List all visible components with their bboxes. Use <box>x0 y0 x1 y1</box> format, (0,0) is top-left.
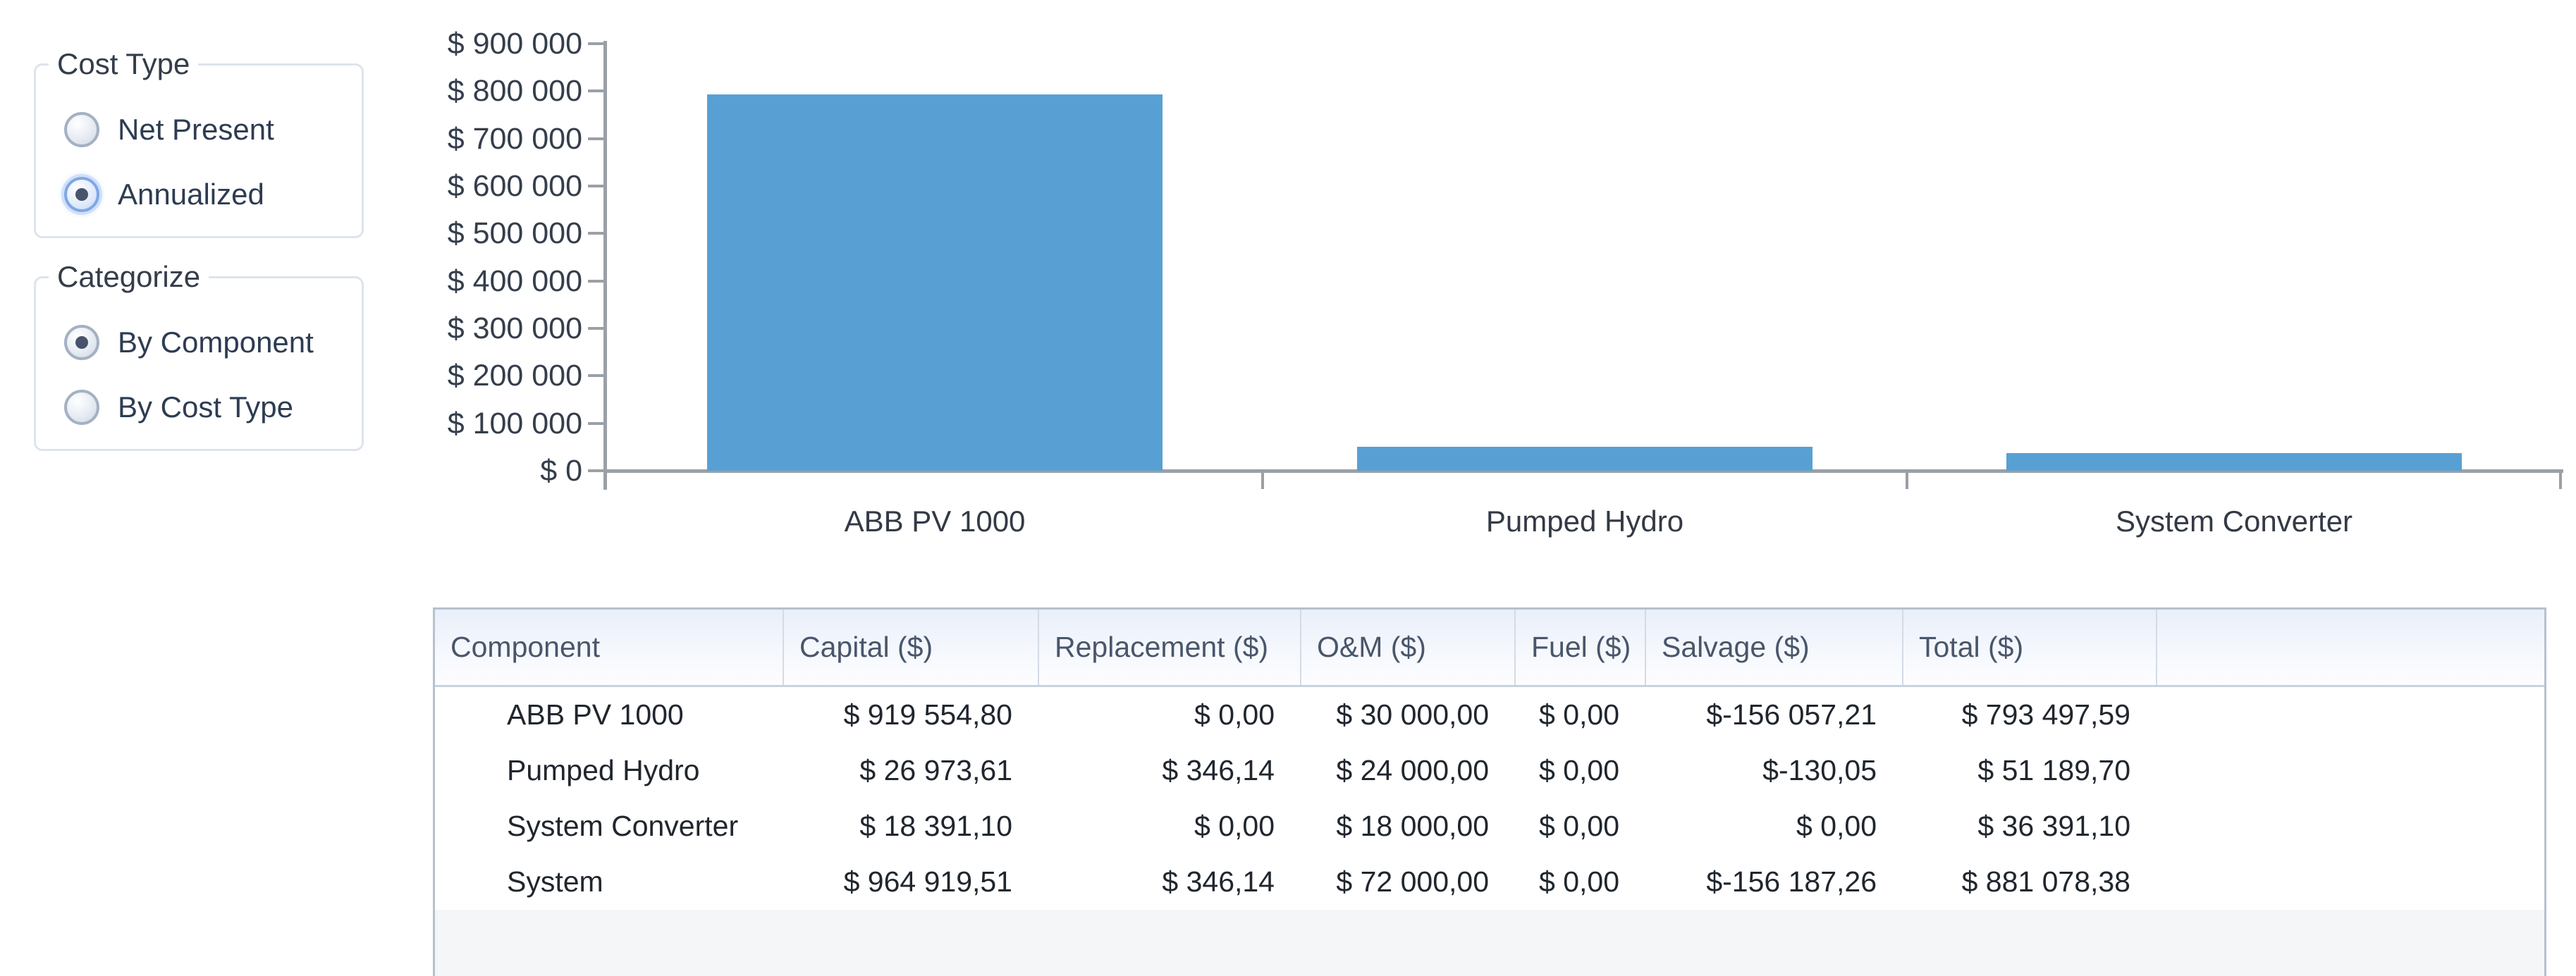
y-axis-tick <box>588 279 603 283</box>
column-header-replacement-[interactable]: Replacement ($) <box>1039 610 1301 685</box>
radio-net-present-label: Net Present <box>118 113 274 146</box>
cost-table-body: ABB PV 1000 $ 919 554,80 $ 0,00 $ 30 000,00… <box>435 687 2544 910</box>
column-header-filler[interactable] <box>2157 610 2546 685</box>
categorize-group-label: Categorize <box>57 260 201 293</box>
radio-icon <box>64 390 99 425</box>
cost-table-footer-area <box>435 910 2544 976</box>
table-cell: $ 51 189,70 <box>1977 754 2130 786</box>
y-axis-tick-label: $ 200 000 <box>447 359 582 393</box>
table-cell: $ 793 497,59 <box>1961 698 2130 731</box>
radio-icon <box>64 112 99 147</box>
bar-pumped-hydro <box>1357 447 1813 471</box>
x-axis-category-label: ABB PV 1000 <box>844 505 1026 538</box>
radio-icon <box>64 177 99 212</box>
bar-system-converter <box>2006 453 2462 471</box>
radio-annualized-label: Annualized <box>118 178 264 211</box>
radio-by-cost-type[interactable]: By Cost Type <box>64 388 293 427</box>
y-axis-line <box>603 41 607 490</box>
table-cell <box>2157 854 2546 910</box>
y-axis-tick <box>588 89 603 93</box>
table-cell: System Converter <box>507 810 739 842</box>
table-cell: ABB PV 1000 <box>507 698 684 731</box>
table-cell: System <box>507 865 603 898</box>
y-axis-tick <box>588 421 603 425</box>
table-cell: $-130,05 <box>1762 754 1877 786</box>
table-row[interactable]: ABB PV 1000 $ 919 554,80 $ 0,00 $ 30 000,00… <box>435 687 2544 743</box>
table-cell: $ 0,00 <box>1539 754 1619 786</box>
table-cell: $ 18 000,00 <box>1336 810 1489 842</box>
table-cell: $ 919 554,80 <box>843 698 1012 731</box>
column-header-capital-[interactable]: Capital ($) <box>784 610 1039 685</box>
y-axis-tick <box>588 42 603 45</box>
column-header-total-[interactable]: Total ($) <box>1903 610 2157 685</box>
cost-table-header-row: Component Capital ($) Replacement ($) O&M (… <box>435 610 2544 687</box>
column-header-fuel-[interactable]: Fuel ($) <box>1516 610 1646 685</box>
table-cell: $ 0,00 <box>1194 810 1275 842</box>
radio-annualized[interactable]: Annualized <box>64 175 264 214</box>
y-axis-tick <box>588 232 603 235</box>
table-row[interactable]: System Converter $ 18 391,10 $ 0,00 $ 18 00… <box>435 798 2544 854</box>
radio-by-component[interactable]: By Component <box>64 323 314 362</box>
table-cell: $ 0,00 <box>1539 810 1619 842</box>
table-cell: $ 30 000,00 <box>1336 698 1489 731</box>
bar-abb-pv-1000 <box>707 94 1163 471</box>
y-axis-tick-label: $ 700 000 <box>447 121 582 156</box>
y-axis-tick <box>588 374 603 378</box>
table-cell: $ 0,00 <box>1539 698 1619 731</box>
x-axis-tick <box>1906 472 1908 489</box>
table-cell: $ 346,14 <box>1162 754 1275 786</box>
table-cell <box>2157 687 2546 743</box>
x-axis-tick <box>2559 472 2562 489</box>
table-cell: Pumped Hydro <box>507 754 700 786</box>
table-cell: $ 18 391,10 <box>859 810 1012 842</box>
table-cell: $ 0,00 <box>1796 810 1877 842</box>
column-header-salvage-[interactable]: Salvage ($) <box>1646 610 1903 685</box>
y-axis-tick-label: $ 100 000 <box>447 406 582 440</box>
cost-table: Component Capital ($) Replacement ($) O&M (… <box>433 607 2546 976</box>
table-cell: $-156 057,21 <box>1706 698 1877 731</box>
y-axis-tick-label: $ 400 000 <box>447 264 582 298</box>
x-axis-category-label: Pumped Hydro <box>1485 505 1684 538</box>
cost-type-groupbox: Cost Type Net Present Annualized <box>34 49 364 238</box>
y-axis-tick-label: $ 0 <box>540 454 582 488</box>
cost-type-group-label: Cost Type <box>57 47 190 80</box>
table-row[interactable]: Pumped Hydro $ 26 973,61 $ 346,14 $ 24 000,… <box>435 743 2544 798</box>
y-axis-tick <box>588 327 603 330</box>
table-cell <box>2157 743 2546 798</box>
x-axis-line <box>603 469 2563 473</box>
column-header-component[interactable]: Component <box>435 610 784 685</box>
radio-by-cost-type-label: By Cost Type <box>118 390 294 424</box>
radio-icon <box>64 325 99 360</box>
radio-net-present[interactable]: Net Present <box>64 110 274 149</box>
table-cell: $ 36 391,10 <box>1977 810 2130 842</box>
table-cell: $ 881 078,38 <box>1961 865 2130 898</box>
y-axis-tick <box>588 137 603 140</box>
y-axis-tick-label: $ 600 000 <box>447 169 582 203</box>
y-axis-tick <box>588 469 603 472</box>
table-row[interactable]: System $ 964 919,51 $ 346,14 $ 72 000,00 $ 0… <box>435 854 2544 910</box>
table-cell: $ 0,00 <box>1194 698 1275 731</box>
y-axis-tick-label: $ 900 000 <box>447 27 582 61</box>
y-axis-tick <box>588 185 603 187</box>
table-cell: $ 24 000,00 <box>1336 754 1489 786</box>
x-axis-category-label: System Converter <box>2115 505 2353 538</box>
categorize-groupbox: Categorize By Component By Cost Type <box>34 262 364 451</box>
table-cell: $ 72 000,00 <box>1336 865 1489 898</box>
table-cell: $ 346,14 <box>1162 865 1275 898</box>
table-cell: $ 964 919,51 <box>843 865 1012 898</box>
y-axis-tick-label: $ 300 000 <box>447 311 582 345</box>
table-cell <box>2157 798 2546 854</box>
y-axis-tick-label: $ 800 000 <box>447 74 582 109</box>
radio-by-component-label: By Component <box>118 326 314 359</box>
table-cell: $ 0,00 <box>1539 865 1619 898</box>
table-cell: $-156 187,26 <box>1706 865 1877 898</box>
column-header-o&m-[interactable]: O&M ($) <box>1301 610 1516 685</box>
table-cell: $ 26 973,61 <box>859 754 1012 786</box>
x-axis-tick <box>1261 472 1264 489</box>
y-axis-tick-label: $ 500 000 <box>447 216 582 251</box>
